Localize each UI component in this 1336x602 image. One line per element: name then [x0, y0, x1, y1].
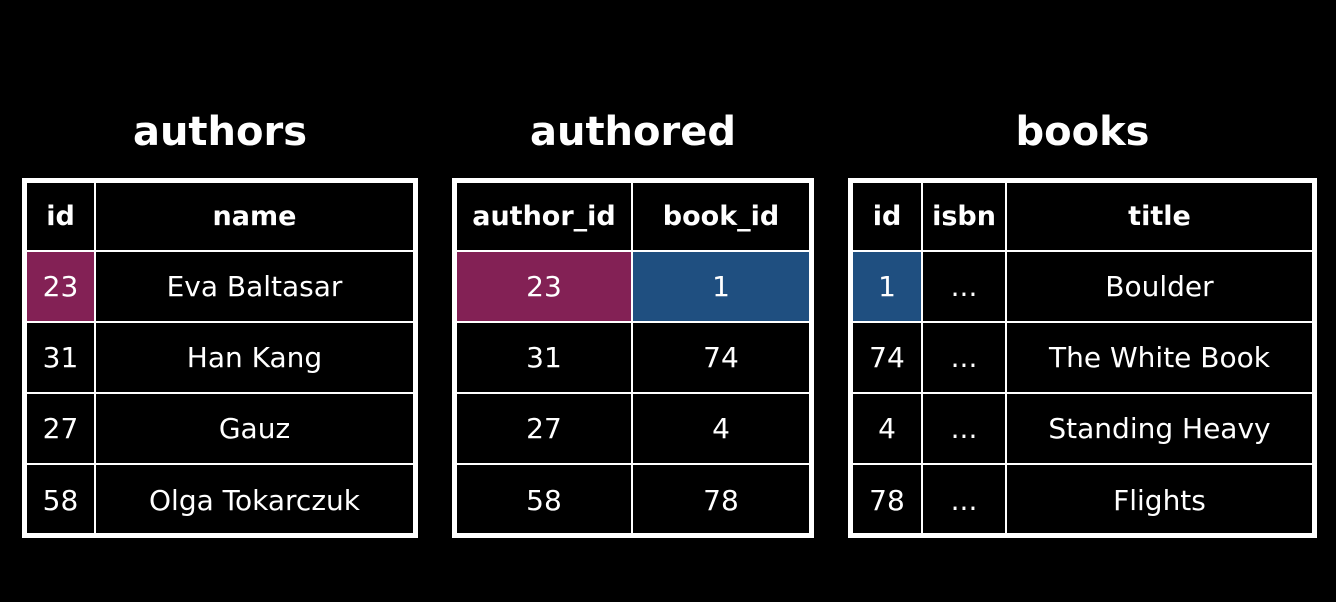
cell-author-id: 27 — [27, 392, 96, 465]
cell-author-id: 58 — [27, 463, 96, 535]
table-row: 4 ... Standing Heavy — [853, 392, 1312, 465]
table-row: 1 ... Boulder — [853, 250, 1312, 323]
table-header-row: id isbn title — [853, 183, 1312, 252]
cell-isbn: ... — [921, 250, 1007, 323]
table-row: 27 4 — [457, 392, 809, 465]
authors-table-block: authors id name 23 Eva Baltasar 31 Han K… — [22, 102, 418, 538]
authored-table: author_id book_id 23 1 31 74 27 4 58 7 — [457, 183, 809, 535]
column-header-id: id — [27, 183, 96, 252]
column-header-book-id: book_id — [631, 183, 809, 252]
table-row: 74 ... The White Book — [853, 321, 1312, 394]
cell-title: Boulder — [1005, 250, 1312, 323]
cell-book-id: 4 — [853, 392, 923, 465]
column-header-id: id — [853, 183, 923, 252]
cell-isbn: ... — [921, 463, 1007, 535]
cell-author-id: 27 — [457, 392, 633, 465]
cell-author-name: Olga Tokarczuk — [94, 463, 413, 535]
cell-book-id-highlighted: 1 — [853, 250, 923, 323]
cell-isbn: ... — [921, 392, 1007, 465]
books-table-block: books id isbn title 1 ... Boulder 74 ... — [848, 102, 1317, 538]
cell-book-id: 4 — [631, 392, 809, 465]
table-row: 31 74 — [457, 321, 809, 394]
cell-author-id: 31 — [457, 321, 633, 394]
books-table-title: books — [1015, 109, 1150, 155]
authors-table-title: authors — [132, 109, 308, 155]
authored-table-frame: author_id book_id 23 1 31 74 27 4 58 7 — [452, 178, 814, 538]
cell-book-id: 74 — [631, 321, 809, 394]
cell-author-name: Han Kang — [94, 321, 413, 394]
table-header-row: author_id book_id — [457, 183, 809, 252]
column-header-title: title — [1005, 183, 1312, 252]
authors-table: id name 23 Eva Baltasar 31 Han Kang 27 G… — [27, 183, 413, 535]
cell-author-id-highlighted: 23 — [27, 250, 96, 323]
table-row: 58 Olga Tokarczuk — [27, 463, 413, 535]
cell-book-id: 78 — [631, 463, 809, 535]
cell-author-name: Gauz — [94, 392, 413, 465]
table-row: 31 Han Kang — [27, 321, 413, 394]
table-row: 23 1 — [457, 250, 809, 323]
cell-author-id: 58 — [457, 463, 633, 535]
table-row: 58 78 — [457, 463, 809, 535]
cell-isbn: ... — [921, 321, 1007, 394]
cell-book-id: 74 — [853, 321, 923, 394]
cell-title: Flights — [1005, 463, 1312, 535]
cell-title: The White Book — [1005, 321, 1312, 394]
cell-book-id: 78 — [853, 463, 923, 535]
table-row: 78 ... Flights — [853, 463, 1312, 535]
cell-author-id-highlighted: 23 — [457, 250, 633, 323]
books-table: id isbn title 1 ... Boulder 74 ... The W… — [853, 183, 1312, 535]
column-header-author-id: author_id — [457, 183, 633, 252]
cell-title: Standing Heavy — [1005, 392, 1312, 465]
column-header-isbn: isbn — [921, 183, 1007, 252]
table-header-row: id name — [27, 183, 413, 252]
table-row: 27 Gauz — [27, 392, 413, 465]
authors-table-frame: id name 23 Eva Baltasar 31 Han Kang 27 G… — [22, 178, 418, 538]
authored-table-block: authored author_id book_id 23 1 31 74 27 — [452, 102, 814, 538]
cell-author-name: Eva Baltasar — [94, 250, 413, 323]
authored-table-title: authored — [529, 109, 737, 155]
cell-book-id-highlighted: 1 — [631, 250, 809, 323]
column-header-name: name — [94, 183, 413, 252]
table-row: 23 Eva Baltasar — [27, 250, 413, 323]
cell-author-id: 31 — [27, 321, 96, 394]
books-table-frame: id isbn title 1 ... Boulder 74 ... The W… — [848, 178, 1317, 538]
